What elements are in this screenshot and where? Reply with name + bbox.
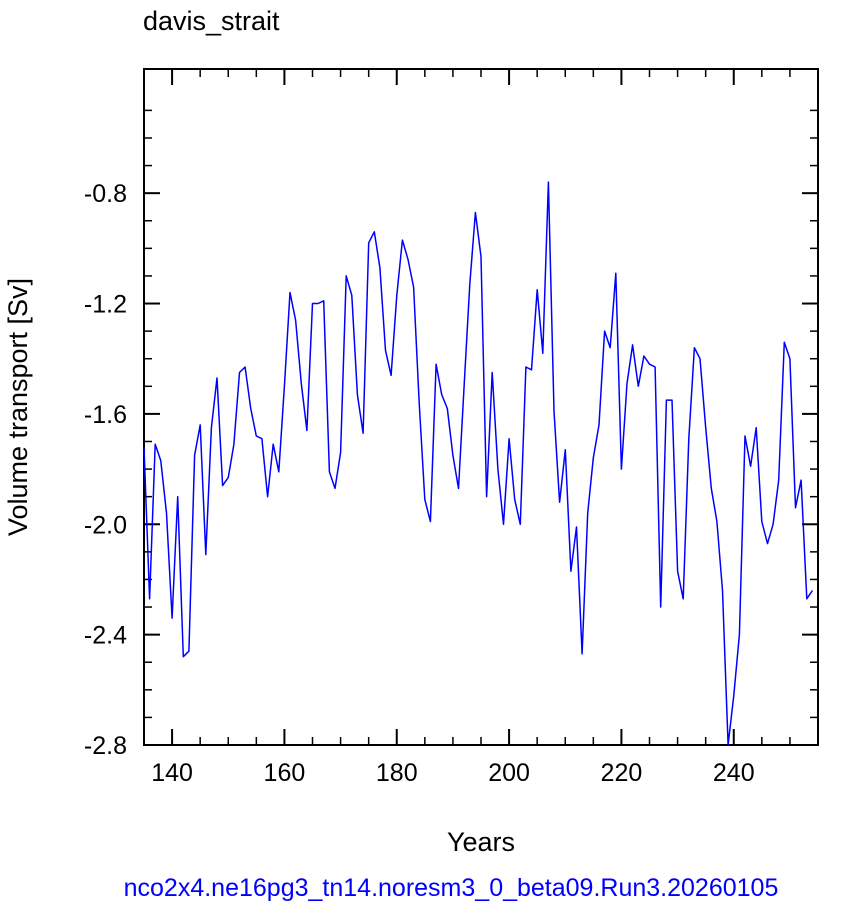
run-caption: nco2x4.ne16pg3_tn14.noresm3_0_beta09.Run… bbox=[124, 874, 779, 902]
y-tick-label: -2.0 bbox=[84, 511, 127, 539]
y-tick-label: -1.2 bbox=[84, 291, 127, 319]
x-tick-label: 240 bbox=[713, 759, 755, 787]
series-line bbox=[143, 181, 814, 746]
x-axis-label: Years bbox=[447, 827, 515, 857]
y-tick-label: -2.4 bbox=[84, 622, 127, 650]
x-tick-label: 140 bbox=[151, 759, 193, 787]
y-tick-label: -0.8 bbox=[84, 180, 127, 208]
x-tick-label: 220 bbox=[601, 759, 643, 787]
chart-title: davis_strait bbox=[143, 6, 280, 36]
y-axis-label: Volume transport [Sv] bbox=[3, 278, 33, 536]
y-tick-labels: -0.8 -1.2 -1.6 -2.0 -2.4 -2.8 bbox=[84, 180, 127, 760]
plot-frame bbox=[143, 68, 819, 746]
x-tick-label: 160 bbox=[264, 759, 306, 787]
y-tick-label: -2.8 bbox=[84, 732, 127, 760]
x-tick-labels: 140 160 180 200 220 240 bbox=[151, 759, 754, 787]
minor-ticks bbox=[143, 69, 819, 745]
y-tick-label: -1.6 bbox=[84, 401, 127, 429]
plot-area bbox=[143, 68, 819, 746]
x-tick-label: 200 bbox=[488, 759, 530, 787]
major-ticks bbox=[144, 69, 818, 746]
series-group bbox=[143, 181, 814, 746]
x-tick-label: 180 bbox=[376, 759, 418, 787]
